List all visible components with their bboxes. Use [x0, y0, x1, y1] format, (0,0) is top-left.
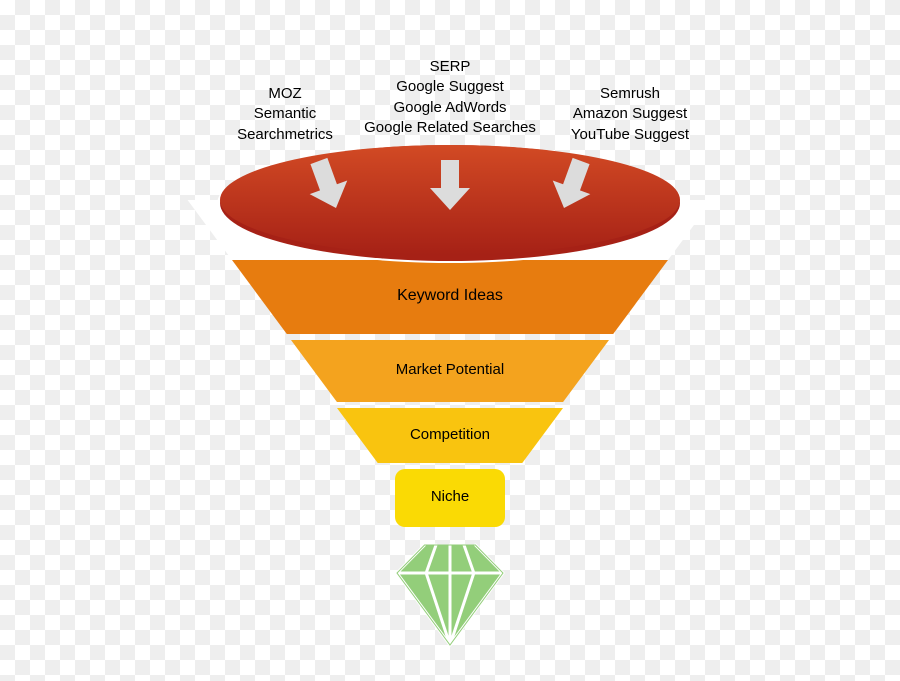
stage-label-competition: Competition: [330, 426, 570, 443]
input-source-label: YouTube Suggest: [550, 125, 710, 145]
diamond-icon: [397, 545, 503, 645]
input-source-label: Searchmetrics: [205, 125, 365, 145]
input-source-label: Google Suggest: [350, 77, 550, 97]
stage-label-keyword-ideas: Keyword Ideas: [330, 287, 570, 305]
input-source-label: Google Related Searches: [350, 118, 550, 138]
input-source-label: Google AdWords: [350, 98, 550, 118]
input-source-label: MOZ: [205, 84, 365, 104]
input-group-left: MOZSemanticSearchmetrics: [205, 84, 365, 145]
stage-label-niche: Niche: [330, 488, 570, 505]
input-source-label: SERP: [350, 57, 550, 77]
funnel-diagram: MOZSemanticSearchmetrics SERPGoogle Sugg…: [0, 0, 900, 681]
input-group-right: SemrushAmazon SuggestYouTube Suggest: [550, 84, 710, 145]
input-source-label: Amazon Suggest: [550, 104, 710, 124]
input-source-label: Semrush: [550, 84, 710, 104]
input-group-center: SERPGoogle SuggestGoogle AdWordsGoogle R…: [350, 57, 550, 138]
input-source-label: Semantic: [205, 104, 365, 124]
stage-label-market-potential: Market Potential: [330, 361, 570, 378]
